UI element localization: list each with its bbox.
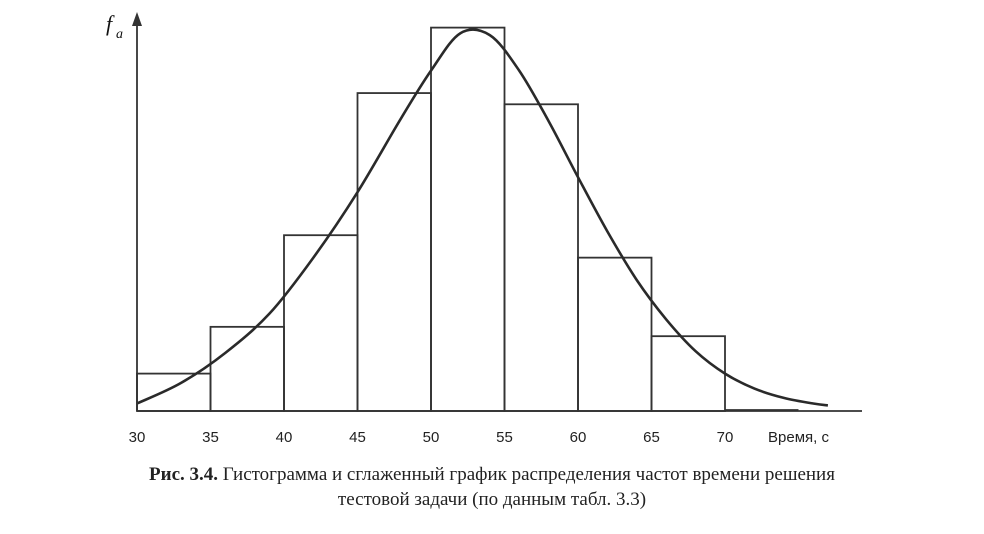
x-tick-label-30: 30 — [129, 429, 146, 446]
figure-label: Рис. 3.4. — [149, 464, 219, 485]
x-tick-label-50: 50 — [423, 429, 440, 446]
y-axis-label: f — [106, 11, 115, 36]
caption-line-1: Рис. 3.4. Гистограмма и сглаженный графи… — [0, 462, 984, 487]
x-axis-label: Время, с — [768, 429, 829, 446]
histogram-bar-50-55 — [430, 26, 506, 412]
histogram-chart: f a 30 35 40 45 50 55 60 65 70 Время, с — [106, 11, 862, 446]
histogram-bar-35-40 — [209, 325, 285, 412]
y-axis-label-subscript: a — [116, 27, 123, 42]
histogram-bar-60-65 — [577, 256, 653, 412]
histogram-bar-40-45 — [283, 234, 359, 412]
y-axis-arrow — [132, 12, 142, 26]
x-tick-label-45: 45 — [349, 429, 366, 446]
caption-line-2: тестовой задачи (по данным табл. 3.3) — [337, 489, 647, 510]
x-tick-labels: 30 35 40 45 50 55 60 65 70 — [129, 429, 734, 446]
x-tick-label-65: 65 — [643, 429, 660, 446]
figure-caption: Рис. 3.4. Гистограмма и сглаженный графи… — [0, 462, 984, 512]
x-tick-label-70: 70 — [717, 429, 734, 446]
x-tick-label-60: 60 — [570, 429, 587, 446]
caption-text-1: Гистограмма и сглаженный график распреде… — [222, 464, 835, 485]
histogram-bar-45-50 — [356, 92, 432, 412]
x-tick-label-35: 35 — [202, 429, 219, 446]
x-tick-label-55: 55 — [496, 429, 513, 446]
smoothed-frequency-curve — [136, 28, 829, 407]
x-tick-label-40: 40 — [276, 429, 293, 446]
histogram-bar-30-35 — [136, 372, 212, 412]
histogram-bar-65-70 — [650, 335, 726, 412]
histogram-bar-55-60 — [503, 103, 579, 412]
